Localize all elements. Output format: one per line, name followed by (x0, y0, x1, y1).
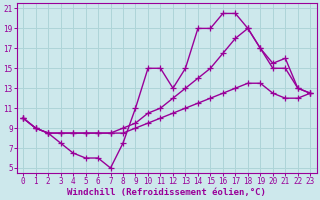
X-axis label: Windchill (Refroidissement éolien,°C): Windchill (Refroidissement éolien,°C) (67, 188, 266, 197)
